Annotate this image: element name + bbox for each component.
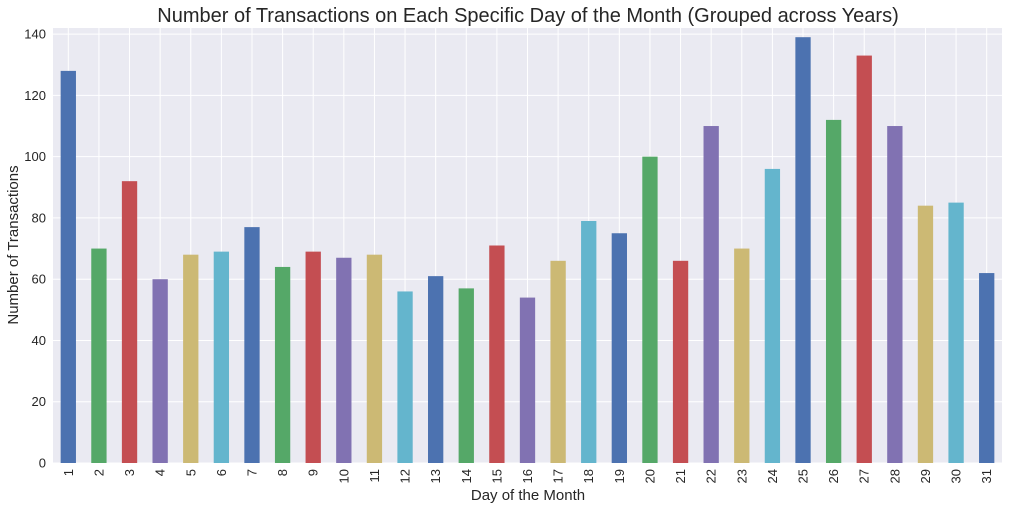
x-tick-label: 31	[979, 469, 994, 483]
bar-day-6	[213, 251, 230, 463]
x-tick-label: 14	[459, 469, 474, 483]
y-tick-label: 20	[32, 394, 46, 409]
x-tick-label: 11	[367, 469, 382, 483]
bar-day-30	[948, 202, 964, 463]
bar-day-3	[121, 181, 138, 464]
x-tick-label: 22	[704, 469, 719, 483]
x-tick-label: 19	[612, 469, 627, 483]
x-tick-label: 1	[61, 469, 76, 476]
y-tick-label: 0	[39, 456, 46, 471]
bar-day-2	[91, 248, 107, 463]
bar-day-8	[274, 266, 291, 463]
x-axis-label: Day of the Month	[471, 487, 585, 504]
bar-day-20	[642, 156, 658, 463]
bar-day-22	[703, 126, 719, 463]
x-tick-label: 30	[949, 469, 964, 483]
x-tick-label: 27	[857, 469, 872, 483]
bar-day-19	[611, 233, 627, 463]
bar-day-29	[917, 205, 934, 463]
x-tick-label: 25	[796, 469, 811, 483]
bar-day-27	[856, 55, 872, 463]
y-axis-ticks: 0 20 40 60 80 100 120 140	[24, 27, 46, 471]
bar-day-31	[979, 273, 995, 463]
bar-day-25	[795, 37, 811, 464]
x-axis-ticks: 1 2 3 4 5 6 7 8 9 10 11 12 13 14 15 16 17 18 19 20 21 22 23 24 2…	[61, 469, 994, 483]
x-tick-label: 7	[244, 469, 259, 476]
bar-day-24	[764, 168, 781, 463]
bar-day-7	[244, 227, 260, 463]
x-tick-label: 12	[398, 469, 413, 483]
x-tick-label: 8	[275, 469, 290, 476]
bar-day-15	[489, 245, 505, 463]
x-tick-label: 20	[642, 469, 657, 483]
bar-day-23	[734, 248, 750, 463]
x-tick-label: 29	[918, 469, 933, 483]
x-tick-label: 6	[214, 469, 229, 476]
bars	[60, 37, 995, 464]
bar-day-26	[825, 119, 842, 464]
x-tick-label: 28	[887, 469, 902, 483]
bar-day-4	[152, 279, 168, 463]
bar-day-11	[366, 254, 383, 463]
x-tick-label: 24	[765, 469, 780, 483]
x-tick-label: 21	[673, 469, 688, 483]
bar-day-9	[305, 251, 321, 463]
x-tick-label: 26	[826, 469, 841, 483]
x-tick-label: 5	[183, 469, 198, 476]
x-tick-label: 3	[122, 469, 137, 476]
y-tick-label: 100	[24, 149, 46, 164]
bar-day-21	[672, 260, 689, 463]
x-tick-label: 2	[91, 469, 106, 476]
x-tick-label: 16	[520, 469, 535, 483]
x-tick-label: 9	[306, 469, 321, 476]
bar-day-12	[397, 291, 413, 463]
x-tick-label: 15	[489, 469, 504, 483]
x-tick-label: 10	[336, 469, 351, 483]
bar-day-17	[550, 260, 566, 463]
bar-day-5	[183, 254, 199, 463]
bar-day-28	[887, 126, 903, 463]
bar-day-16	[519, 297, 536, 463]
y-tick-label: 140	[24, 27, 46, 42]
bar-day-14	[458, 288, 474, 463]
y-tick-label: 60	[32, 272, 46, 287]
x-tick-label: 4	[153, 469, 168, 476]
y-axis-label: Number of Transactions	[5, 165, 22, 324]
x-tick-label: 17	[551, 469, 566, 483]
bar-day-10	[336, 257, 352, 463]
bar-day-18	[581, 220, 597, 463]
y-tick-label: 120	[24, 88, 46, 103]
x-tick-label: 18	[581, 469, 596, 483]
bar-day-1	[60, 70, 76, 463]
y-tick-label: 40	[32, 333, 46, 348]
chart-title: Number of Transactions on Each Specific …	[157, 5, 898, 27]
bar-day-13	[428, 276, 444, 463]
x-tick-label: 23	[734, 469, 749, 483]
x-tick-label: 13	[428, 469, 443, 483]
y-tick-label: 80	[32, 210, 46, 225]
